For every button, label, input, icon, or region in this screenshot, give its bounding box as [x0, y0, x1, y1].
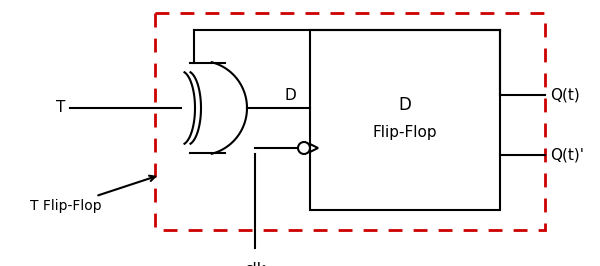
- Text: Q(t): Q(t): [550, 88, 580, 102]
- Circle shape: [298, 142, 310, 154]
- Text: D: D: [398, 96, 412, 114]
- Text: Flip-Flop: Flip-Flop: [373, 124, 437, 139]
- Text: D: D: [284, 89, 296, 103]
- Text: T: T: [56, 101, 65, 115]
- Text: clk: clk: [244, 262, 266, 266]
- Bar: [155, 13, 545, 230]
- Text: T Flip-Flop: T Flip-Flop: [30, 176, 155, 213]
- Text: Q(t)': Q(t)': [550, 148, 584, 163]
- Bar: [310, 30, 500, 210]
